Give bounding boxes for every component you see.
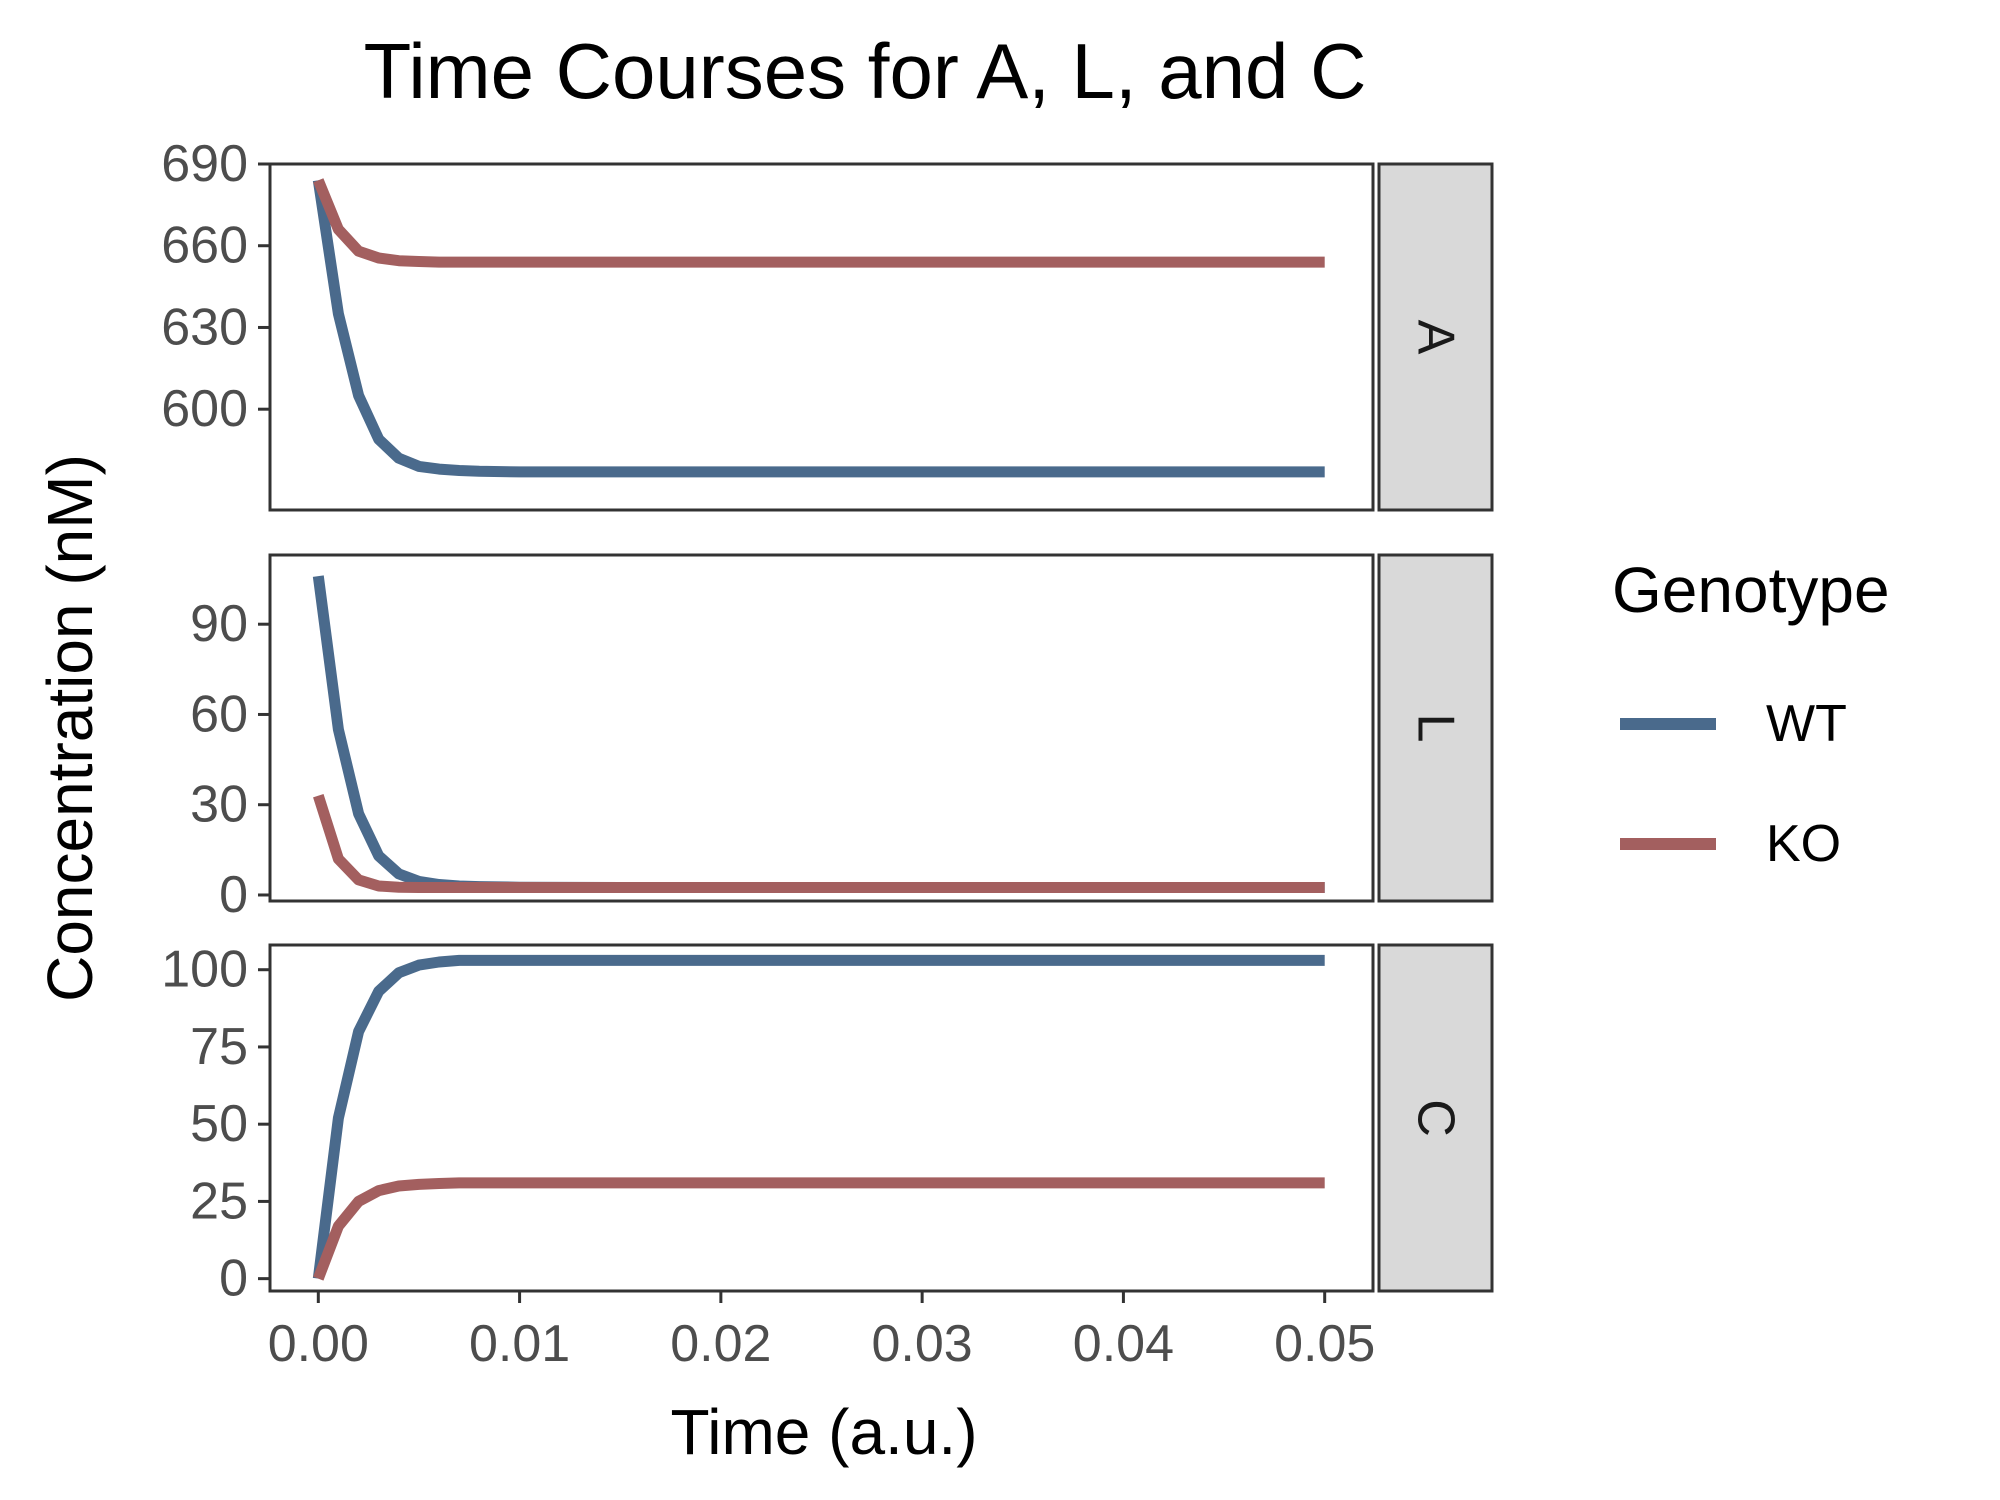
x-tick-label: 0.00 [268, 1315, 369, 1373]
legend-entry-wt: WT [1620, 695, 1847, 753]
facet-strip-label-c: C [1407, 1099, 1465, 1137]
x-tick-label: 0.02 [670, 1315, 771, 1373]
y-tick-label-a: 630 [161, 298, 248, 356]
series-line-ko-c [313, 1177, 1325, 1281]
panel-c: 0 25 50 75 100 C [161, 941, 1494, 1308]
x-axis: 0.00 0.01 0.02 0.03 0.04 0.05 [268, 1291, 1375, 1373]
panel-border-l [268, 553, 1375, 903]
y-tick-label-l: 60 [190, 685, 248, 743]
y-tick-label-a: 600 [161, 380, 248, 438]
facet-strip-l [1377, 553, 1494, 903]
y-tick-label-a: 690 [161, 135, 248, 193]
x-tick-label: 0.05 [1274, 1315, 1375, 1373]
legend-label-ko: KO [1766, 815, 1841, 873]
facet-strip-a [1377, 162, 1494, 512]
y-tick-label-l: 30 [190, 776, 248, 834]
legend-title: Genotype [1612, 554, 1890, 626]
facet-panels: 600 630 660 690 A 0 30 60 90 L 0 25 50 75 100 C [161, 135, 1494, 1308]
y-tick-label-c: 75 [190, 1018, 248, 1076]
y-tick-label-c: 50 [190, 1095, 248, 1153]
panel-border-a [268, 162, 1375, 512]
legend: Genotype WT KO [1612, 554, 1890, 873]
x-axis-title: Time (a.u.) [671, 1396, 978, 1468]
legend-entries: WT KO [1620, 695, 1847, 873]
legend-label-wt: WT [1766, 695, 1847, 753]
panel-l: 0 30 60 90 L [190, 553, 1494, 924]
panel-a: 600 630 660 690 A [161, 135, 1494, 512]
series-line-wt-c [312, 954, 1325, 1280]
facet-strip-c [1377, 943, 1494, 1293]
chart-title: Time Courses for A, L, and C [364, 27, 1367, 115]
y-tick-label-c: 100 [161, 941, 248, 999]
y-tick-label-c: 0 [219, 1250, 248, 1308]
series-line-ko-l [313, 794, 1325, 893]
x-tick-label: 0.04 [1073, 1315, 1174, 1373]
y-tick-label-c: 25 [190, 1172, 248, 1230]
series-line-wt-a [312, 179, 1325, 478]
legend-entry-ko: KO [1620, 815, 1841, 873]
x-tick-label: 0.03 [872, 1315, 973, 1373]
series-line-ko-a [313, 178, 1325, 268]
facet-strip-label-a: A [1407, 320, 1465, 355]
panel-border-c [268, 943, 1375, 1293]
y-tick-label-l: 90 [190, 595, 248, 653]
y-tick-label-a: 660 [161, 217, 248, 275]
y-tick-label-l: 0 [219, 866, 248, 924]
y-axis-title: Concentration (nM) [34, 454, 106, 1002]
facet-strip-label-l: L [1407, 714, 1465, 743]
x-tick-label: 0.01 [469, 1315, 570, 1373]
